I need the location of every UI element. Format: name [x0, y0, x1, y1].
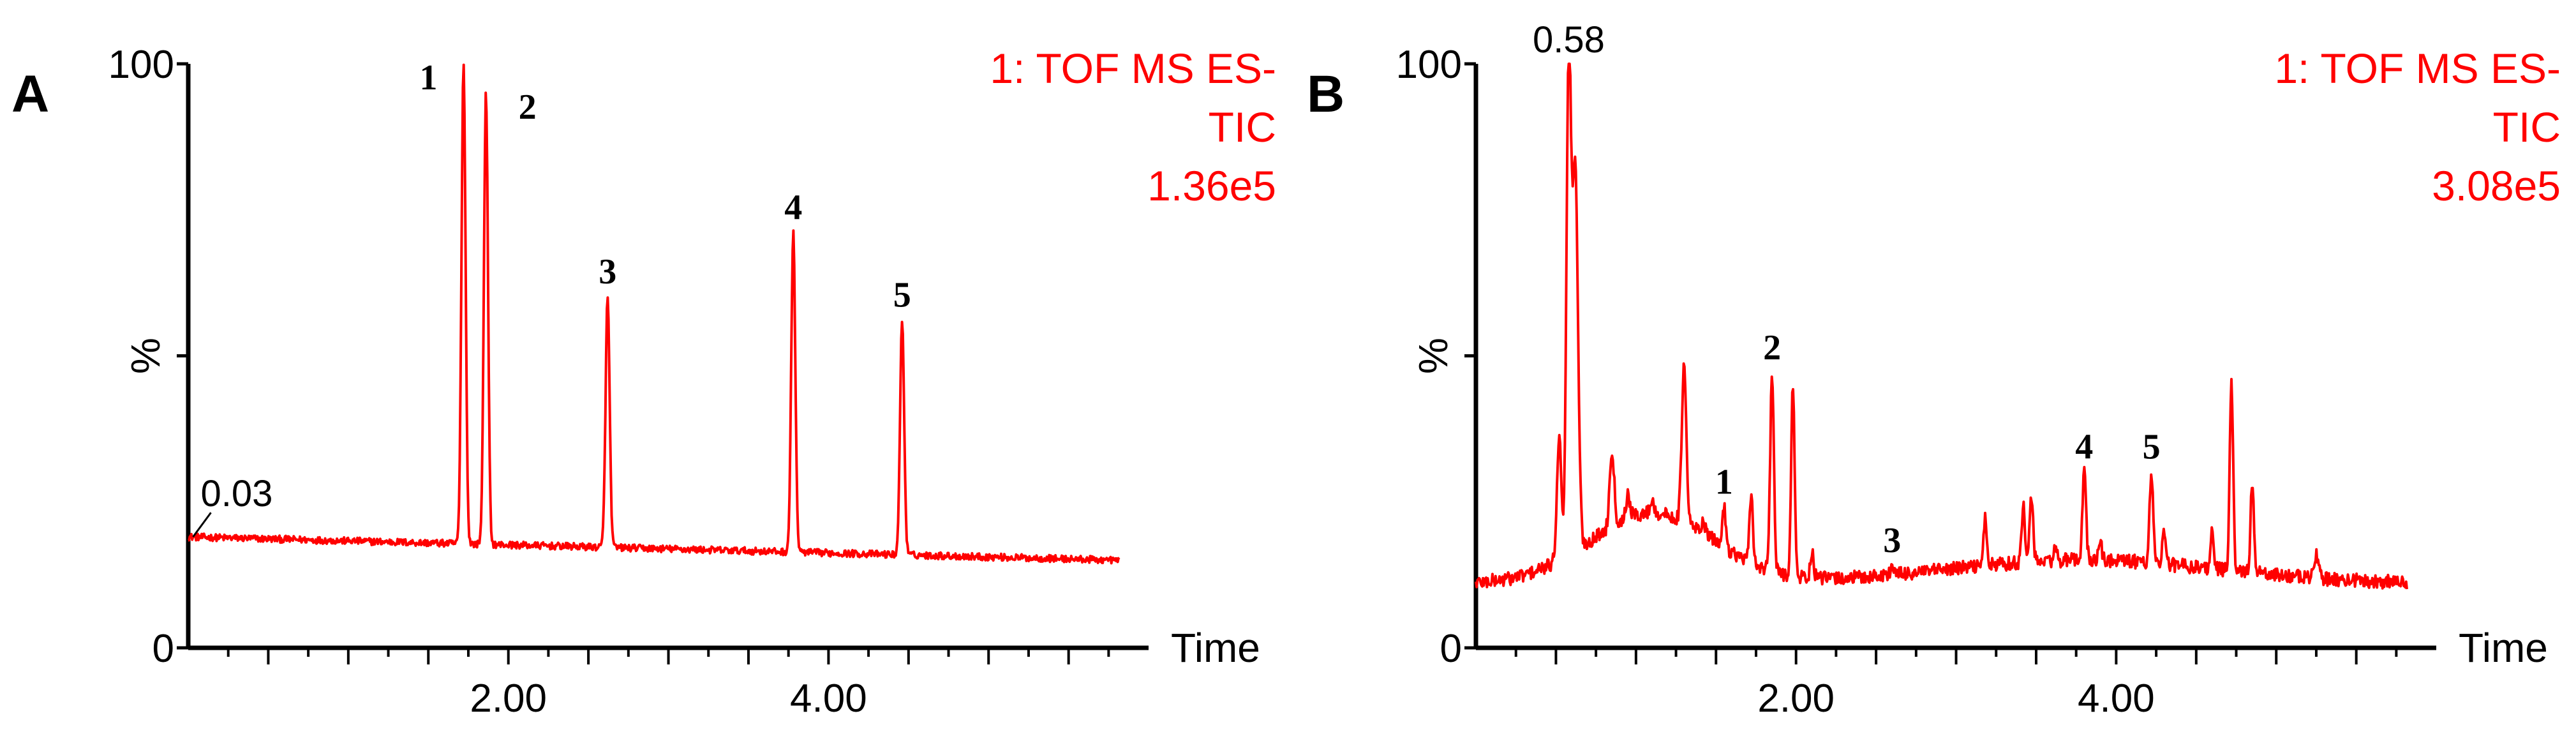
- panel-b: B 100 0% 2.00 4.00 Time 1: TOF MS ES- TIC 3.08e5…: [1288, 0, 2575, 734]
- peak-label: 3: [1883, 521, 1901, 560]
- panel-a: A 100 0% 2.00 4.00 Time 1: TOF MS ES- TIC 1.36e5…: [11, 43, 1276, 721]
- annotation-leader-line: [192, 512, 212, 538]
- retention-time-annotation: 0.03: [201, 473, 273, 514]
- peak-label: 5: [2143, 428, 2161, 467]
- x-tick-label: 4.00: [2078, 677, 2155, 721]
- peak-label: 3: [599, 252, 616, 292]
- peak-label: 1: [1715, 462, 1733, 502]
- x-tick-label: 2.00: [1757, 677, 1835, 721]
- peak-label: 1: [419, 58, 437, 98]
- trace-header-line: 1.36e5: [1147, 162, 1276, 209]
- y-tick-label: 0: [1440, 627, 1462, 671]
- y-axis-label: %: [1410, 338, 1456, 374]
- x-tick-label: 4.00: [790, 677, 867, 721]
- y-tick-label: 0: [153, 627, 174, 671]
- tic-trace-line: [188, 63, 1120, 565]
- x-tick-label: 2.00: [470, 677, 547, 721]
- tic-trace-line: [1475, 63, 2408, 590]
- peak-label: 2: [1763, 328, 1781, 368]
- y-tick-label: 100: [1396, 43, 1462, 87]
- y-tick-label: 100: [108, 43, 174, 87]
- trace-header-line: TIC: [1209, 103, 1276, 151]
- panel-label: A: [11, 65, 49, 123]
- chart-b-svg: B 100 0% 2.00 4.00 Time 1: TOF MS ES- TIC 3.08e5…: [1307, 19, 2561, 721]
- peak-label: 4: [2075, 428, 2093, 467]
- trace-header-line: 3.08e5: [2432, 162, 2561, 209]
- x-axis-label: Time: [1171, 625, 1260, 671]
- chart-a-svg: A 100 0% 2.00 4.00 Time 1: TOF MS ES- TIC 1.36e5…: [11, 43, 1276, 721]
- peak-label: 4: [784, 188, 802, 227]
- peak-label: 5: [893, 276, 911, 315]
- retention-time-annotation: 0.58: [1533, 19, 1605, 61]
- y-axis-label: %: [123, 338, 168, 374]
- trace-header-line: TIC: [2493, 103, 2561, 151]
- x-axis-label: Time: [2459, 625, 2548, 671]
- trace-header-line: 1: TOF MS ES-: [990, 45, 1276, 92]
- panel-label: B: [1307, 65, 1344, 123]
- peak-label: 2: [519, 87, 537, 127]
- trace-header-line: 1: TOF MS ES-: [2274, 45, 2561, 92]
